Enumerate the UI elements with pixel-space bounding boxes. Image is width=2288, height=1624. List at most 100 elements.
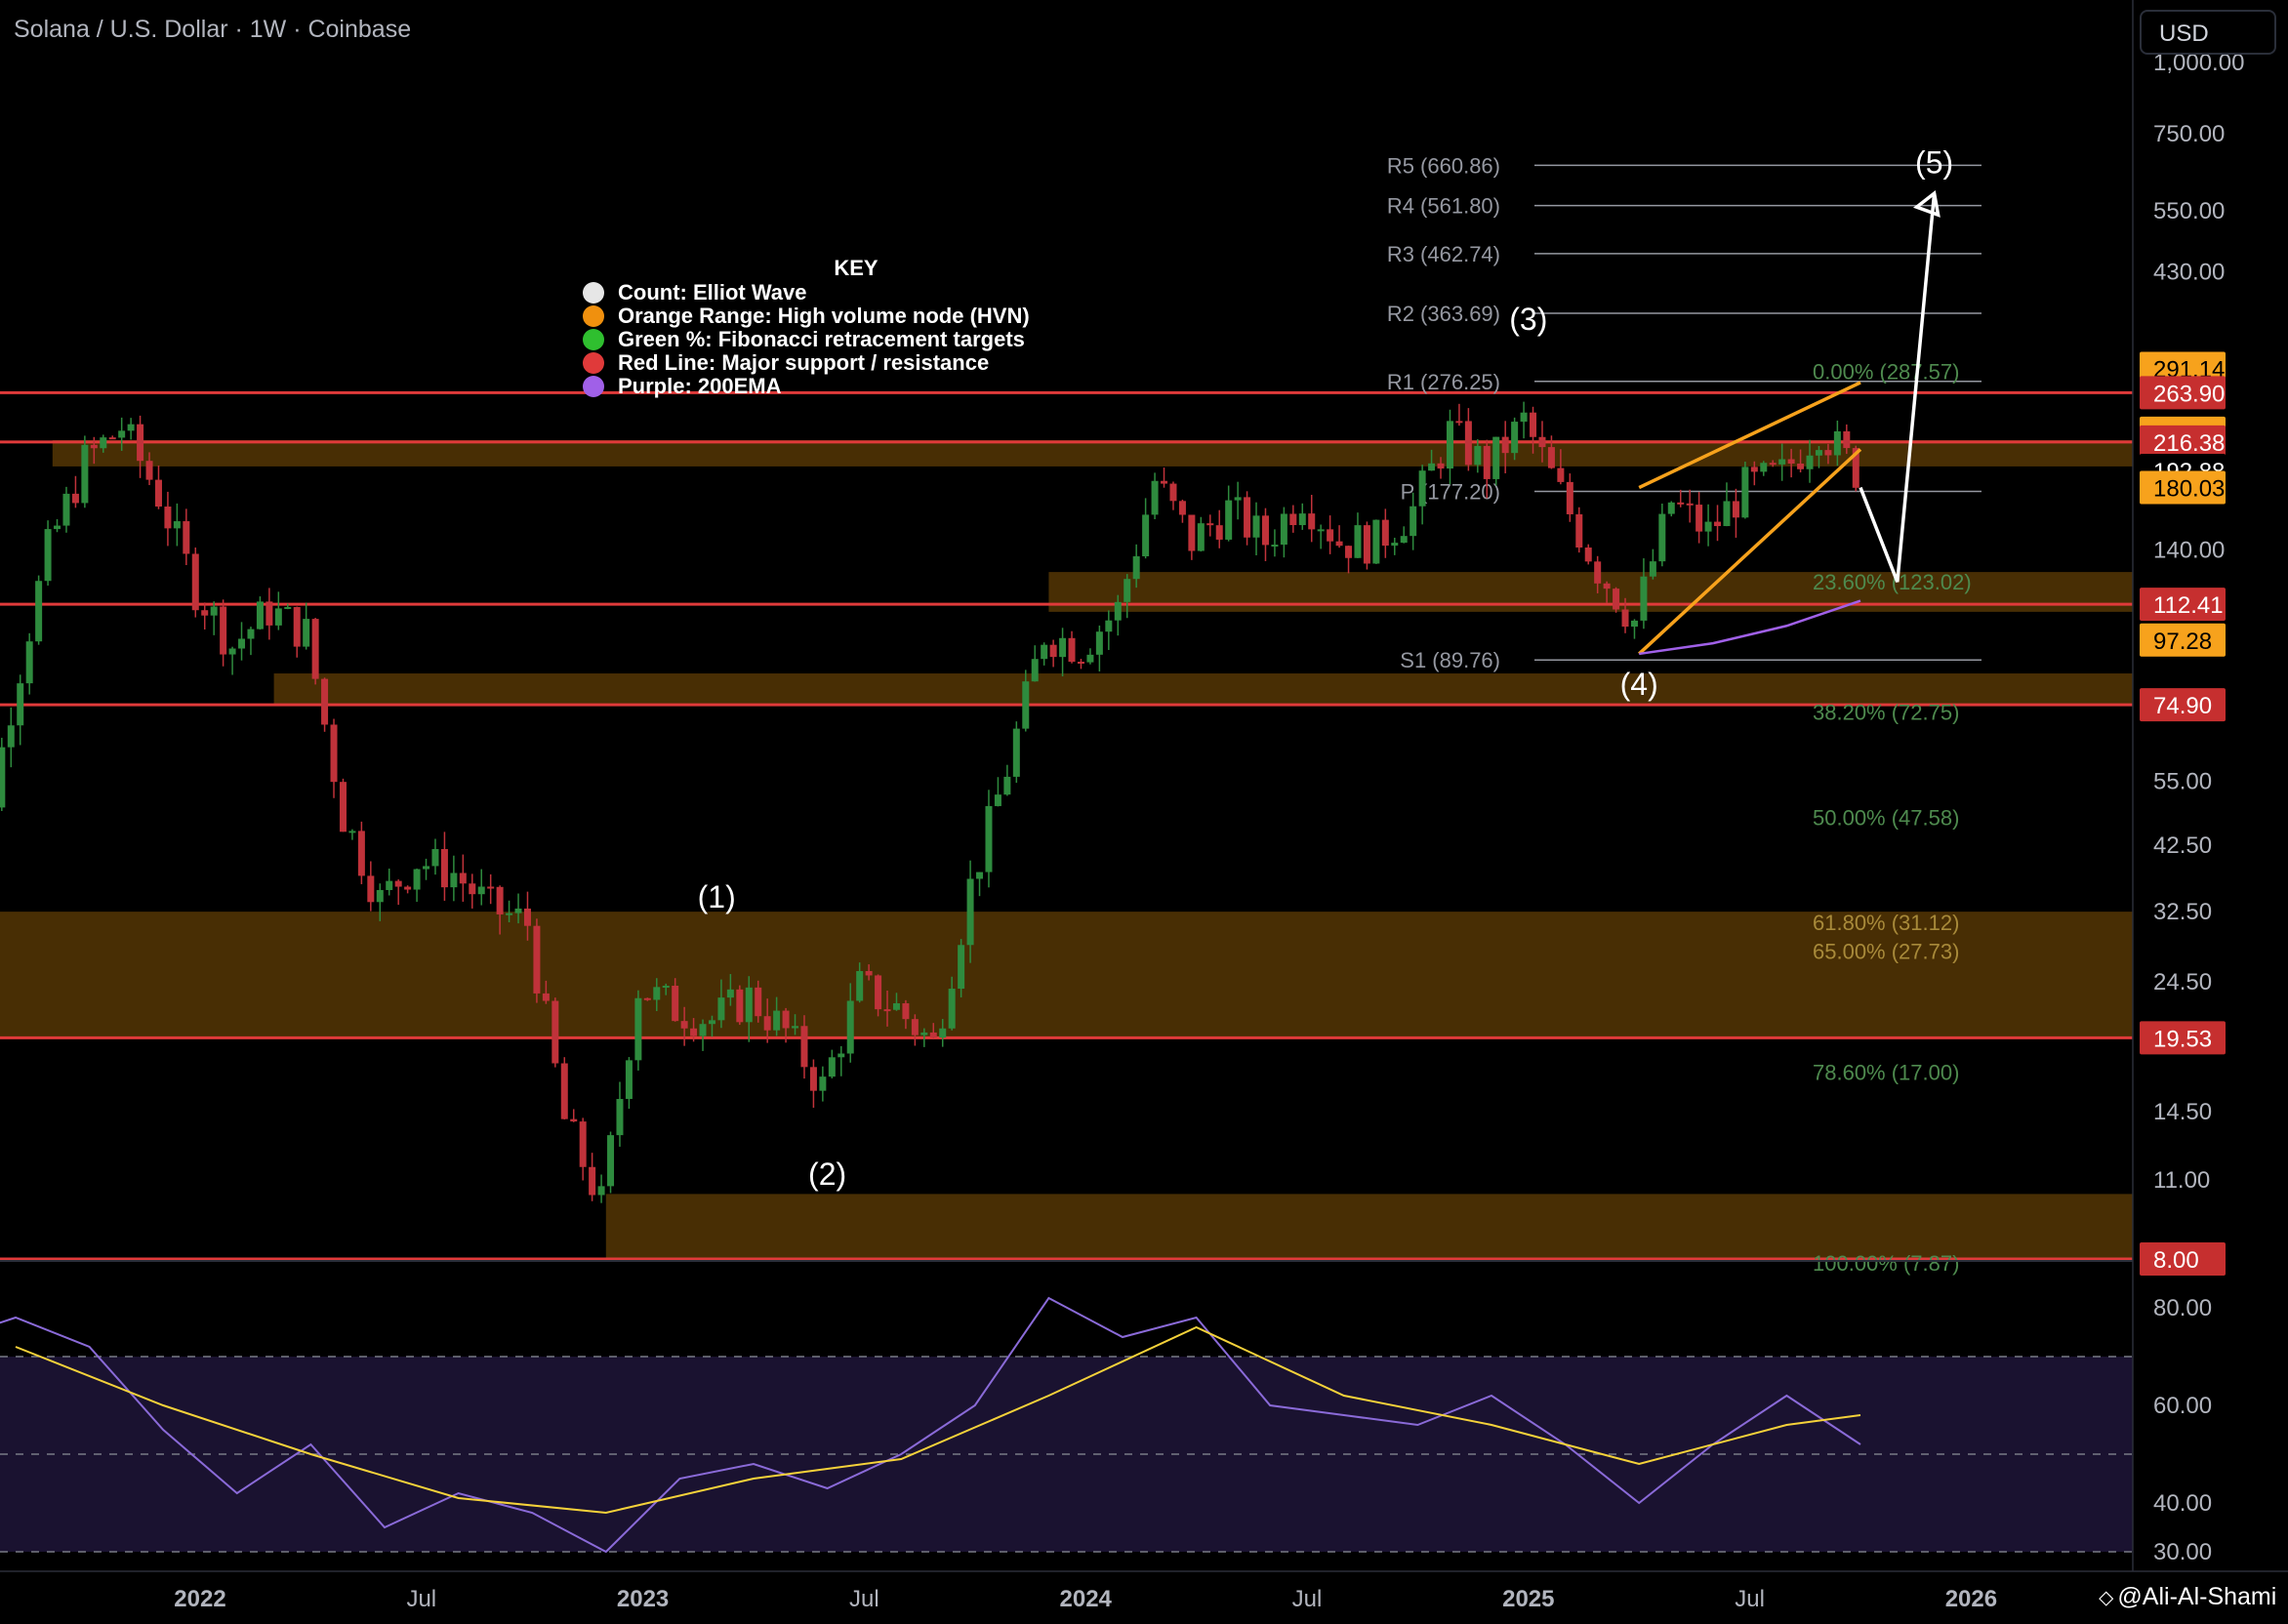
wave-label: (2) [808,1157,846,1192]
candle-body [625,1060,633,1100]
wave-label: (1) [698,879,736,914]
hvn-zone [273,673,2134,706]
candle-body [690,1028,698,1036]
candle-body [284,607,292,610]
wave-label: (4) [1620,667,1658,702]
key-item-label: Green %: Fibonacci retracement targets [618,327,1025,351]
candle-body [1289,513,1297,526]
candle-body [792,1026,799,1029]
candle-body [1806,455,1814,469]
candle-body [330,724,338,783]
key-item: Green %: Fibonacci retracement targets [583,327,1129,351]
candle-body [1787,459,1795,465]
candle-body [1741,467,1749,518]
candle-body [1178,501,1186,515]
hvn-zone [52,439,2133,467]
candle-body [1446,421,1453,469]
candle-body [164,507,172,529]
candle-body [883,1009,891,1012]
price-tick-label: 32.50 [2153,899,2212,925]
price-tick-label: 42.50 [2153,832,2212,859]
candle-body [431,849,439,867]
projection-path [1859,192,1937,583]
candle-body [523,908,531,926]
wedge-lower-line [1638,448,1862,656]
candle-body [404,886,412,890]
candle-body [1372,519,1380,564]
candle-body [1169,483,1177,502]
candle-body [1086,654,1094,663]
candle-body [1797,464,1805,469]
candle-body [1105,620,1113,632]
wedge-upper-line [1638,381,1861,490]
price-tick-label: 24.50 [2153,969,2212,995]
price-tag [2140,1242,2226,1276]
candle-body [1031,659,1039,682]
candle-body [367,875,375,903]
candle-body [1492,436,1500,479]
candle-body [1077,662,1084,665]
candle-body [1335,541,1343,547]
candle-body [892,1003,900,1010]
candle-body [1704,521,1712,532]
candle-body [1068,637,1076,663]
candle-body [108,437,116,440]
price-axis: 1,000.00750.00550.00430.00140.0055.0042.… [2132,0,2244,1571]
candle-body [1723,501,1731,527]
candle-body [1677,502,1685,505]
candle-body [1732,501,1739,518]
candle-body [1234,497,1242,501]
candle-body [1418,470,1426,507]
candle-body [865,970,873,976]
candle-body [976,872,984,879]
candle-body [1308,513,1316,530]
candle-body [1215,525,1223,540]
currency-button[interactable]: USD [2140,10,2276,55]
candle-body [1603,583,1611,589]
candle-body [459,873,467,884]
candle-body [773,1010,781,1031]
candle-body [35,581,43,642]
price-tick-label: 550.00 [2153,198,2225,224]
candle-body [1059,637,1067,658]
candle-body [672,985,679,1022]
candle-body [1317,529,1325,532]
candle-body [62,493,70,526]
candle-body [17,683,24,726]
candle-body [1298,513,1306,526]
pivot-label: S1 (89.76) [1400,648,1500,672]
candle-body [90,444,98,449]
fib-levels: 0.00% (287.57) 23.60% (123.02) 38.20% (72.… [1813,360,1972,1277]
candle-body [929,1032,937,1038]
time-tick-label: 2022 [174,1586,225,1612]
candle-body [911,1019,919,1035]
hvn-zones [0,439,2134,1259]
candle-body [1197,523,1205,551]
key-item: Orange Range: High volume node (HVN) [583,304,1129,328]
candle-body [183,521,190,554]
pivot-label: R3 (462.74) [1387,242,1500,266]
candle-body [1455,421,1463,424]
price-tag-label: 97.28 [2153,629,2212,655]
candle-body [1161,480,1168,484]
time-tick-label: Jul [849,1586,879,1612]
candle-body [81,444,89,504]
candle-body [357,831,365,876]
candle-body [376,889,384,903]
candle-body [1815,450,1822,456]
candle-body [413,869,421,890]
candle-body [137,424,144,462]
candle-body [1474,445,1482,466]
candle-body [201,610,209,616]
candle-body [293,607,301,647]
candle-body [856,970,864,1001]
candle-body [54,525,61,530]
candle-body [1714,521,1722,527]
candle-body [634,997,642,1061]
candle-body [71,493,79,504]
candle-body [1225,500,1233,540]
candle-body [1640,576,1648,621]
candle-body [450,873,458,888]
candle-body [939,1028,947,1038]
